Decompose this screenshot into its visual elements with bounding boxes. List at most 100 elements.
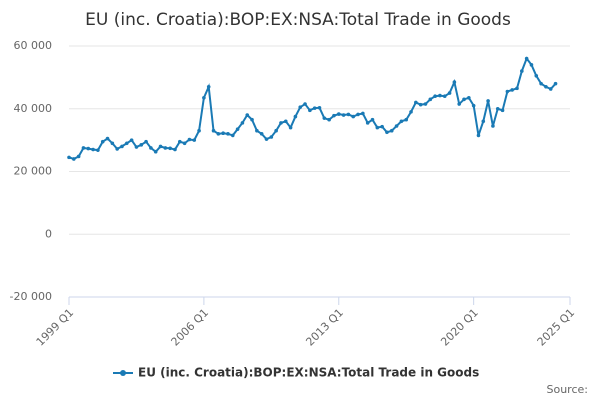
- point: [380, 124, 384, 129]
- point: [303, 102, 307, 106]
- point: [399, 119, 404, 124]
- point: [173, 147, 177, 152]
- point: [548, 87, 553, 91]
- point: [96, 148, 100, 152]
- point: [505, 89, 510, 94]
- point: [197, 128, 201, 133]
- point: [163, 146, 168, 150]
- point: [312, 106, 317, 110]
- point: [452, 80, 457, 84]
- point: [327, 117, 331, 122]
- point: [520, 69, 524, 73]
- point: [457, 102, 462, 106]
- point: [81, 146, 86, 150]
- point: [279, 121, 283, 125]
- point: [125, 141, 129, 146]
- point: [76, 154, 81, 159]
- x-tick-label: 2020 Q1: [438, 306, 481, 349]
- point: [467, 95, 471, 100]
- point: [72, 157, 76, 161]
- point: [298, 105, 303, 109]
- point: [250, 117, 254, 122]
- point: [264, 137, 269, 141]
- point: [385, 130, 389, 135]
- point: [235, 127, 240, 131]
- point: [394, 124, 399, 128]
- point: [105, 136, 110, 141]
- point: [115, 147, 119, 151]
- point: [481, 119, 486, 124]
- point: [486, 99, 490, 103]
- point: [168, 146, 172, 151]
- point: [438, 93, 442, 98]
- x-tick-label: 1999 Q1: [34, 306, 77, 349]
- point: [158, 144, 163, 149]
- point: [544, 84, 548, 89]
- y-tick-label: -20 000: [10, 290, 52, 303]
- point: [418, 102, 423, 107]
- point: [389, 128, 394, 133]
- point: [332, 113, 336, 118]
- y-tick-label: 60 000: [14, 39, 53, 52]
- y-tick-label: 40 000: [14, 102, 53, 115]
- point: [91, 147, 95, 152]
- point: [375, 125, 380, 130]
- point: [491, 124, 495, 128]
- legend-label: EU (inc. Croatia):BOP:EX:NSA:Total Trade…: [138, 366, 479, 380]
- point: [187, 137, 192, 142]
- point: [447, 91, 452, 95]
- chart-title: EU (inc. Croatia):BOP:EX:NSA:Total Trade…: [85, 10, 511, 30]
- point: [534, 74, 539, 78]
- point: [308, 108, 312, 113]
- point: [409, 110, 413, 114]
- point: [462, 97, 466, 102]
- point: [153, 149, 158, 154]
- point: [370, 117, 375, 122]
- point: [283, 119, 288, 124]
- point: [100, 139, 105, 144]
- point: [120, 144, 124, 149]
- point: [134, 145, 139, 149]
- point: [495, 106, 500, 111]
- point: [129, 138, 134, 142]
- point: [336, 112, 341, 116]
- point: [226, 132, 230, 136]
- point: [288, 125, 293, 130]
- point: [539, 81, 543, 86]
- x-tick-label: 2013 Q1: [303, 306, 346, 349]
- point: [346, 112, 351, 117]
- x-tick-label: 2006 Q1: [169, 306, 212, 349]
- point: [192, 138, 197, 142]
- point: [361, 111, 365, 116]
- point: [341, 113, 346, 117]
- point: [67, 155, 71, 160]
- point: [317, 106, 322, 110]
- point: [221, 131, 225, 136]
- point: [211, 128, 216, 133]
- y-tick-label: 0: [45, 227, 52, 240]
- legend-marker: [120, 370, 126, 376]
- point: [149, 146, 153, 150]
- y-tick-label: 20 000: [14, 165, 53, 178]
- point: [269, 135, 274, 139]
- point: [177, 139, 182, 144]
- point: [515, 86, 519, 91]
- point: [240, 121, 245, 125]
- point: [442, 94, 447, 98]
- point: [110, 141, 115, 146]
- point: [206, 84, 211, 89]
- point: [259, 132, 264, 136]
- point: [529, 63, 534, 67]
- point: [245, 113, 250, 117]
- point: [433, 94, 437, 98]
- point: [476, 133, 481, 138]
- point: [404, 117, 409, 122]
- point: [182, 141, 187, 146]
- point: [510, 88, 514, 92]
- source: Source:: [547, 383, 589, 396]
- point: [230, 133, 235, 138]
- point: [471, 103, 476, 108]
- point: [351, 114, 356, 119]
- point: [423, 102, 428, 106]
